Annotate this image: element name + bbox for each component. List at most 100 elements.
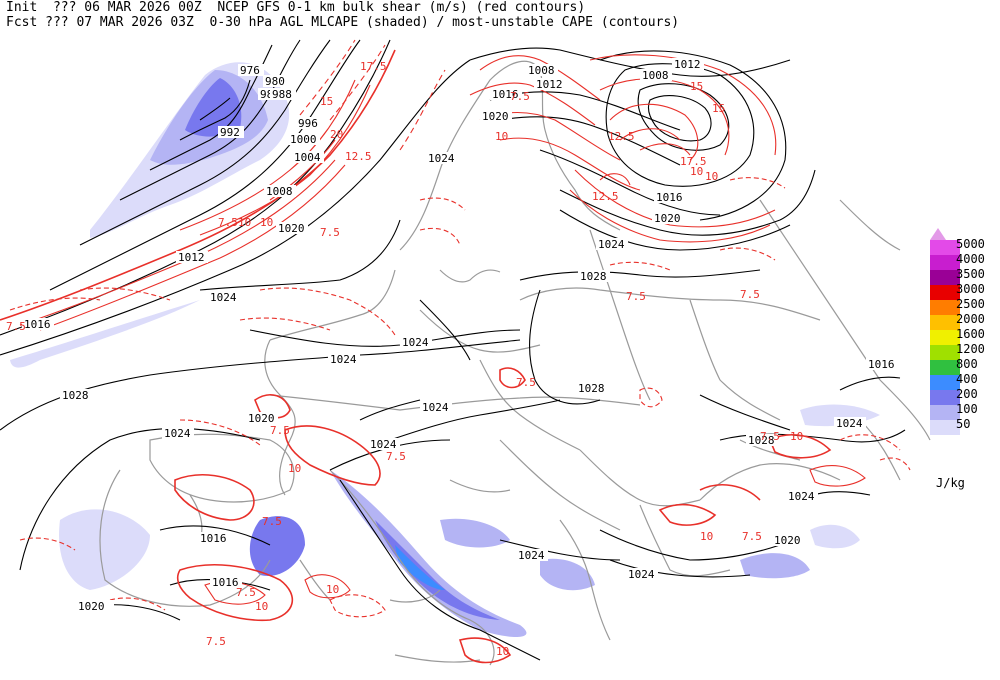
header-init-line: Init ??? 06 MAR 2026 00Z NCEP GFS 0-1 km… (6, 0, 586, 15)
label-1016: 1016 (24, 318, 51, 331)
label-15: 15 (320, 95, 333, 108)
label-1016f: 1016 (656, 191, 683, 204)
label-10h: 10 (496, 645, 509, 658)
legend-swatch-5000 (930, 240, 960, 255)
shear-contours (0, 39, 911, 664)
legend-label-1200: 1200 (956, 342, 985, 356)
label-7.5l: 7.5 (386, 450, 406, 463)
label-1016b: 1016 (492, 88, 519, 101)
legend-swatch-1200 (930, 345, 960, 360)
legend-label-2500: 2500 (956, 297, 985, 311)
legend-swatch-4000 (930, 255, 960, 270)
label-17.5: 17.5 (360, 60, 387, 73)
legend-label-400: 400 (956, 372, 978, 386)
label-1020: 1020 (278, 222, 305, 235)
label-7.5n: 7.5 (6, 320, 26, 333)
label-7.5c: 7.5 (510, 90, 530, 103)
label-17.5b: 17.5 (680, 155, 707, 168)
legend-label-5000: 5000 (956, 237, 985, 251)
label-10g: 10 (255, 600, 268, 613)
legend-arrow-icon (930, 228, 946, 240)
legend-swatch-2000 (930, 315, 960, 330)
label-1024h: 1024 (518, 549, 545, 562)
coastlines (99, 60, 931, 666)
label-20: 20 (330, 128, 343, 141)
label-1016d: 1016 (212, 576, 239, 589)
label-10c: 10 (495, 130, 508, 143)
legend-label-2000: 2000 (956, 312, 985, 326)
legend-units: J/kg (936, 476, 965, 490)
label-7.5: 7.5 (218, 216, 238, 229)
legend-swatch-1600 (930, 330, 960, 345)
label-10k: 10 (288, 462, 301, 475)
header-forecast-line: Fcst ??? 07 MAR 2026 03Z 0-30 hPa AGL ML… (6, 15, 680, 30)
label-996: 996 (298, 117, 318, 130)
label-1016e: 1016 (868, 358, 895, 371)
label-1020b: 1020 (482, 110, 509, 123)
legend-swatch-400 (930, 375, 960, 390)
legend-label-1600: 1600 (956, 327, 985, 341)
label-1012c: 1012 (674, 58, 701, 71)
label-10: 10 (238, 216, 251, 229)
label-1012: 1012 (178, 251, 205, 264)
label-7.5e: 7.5 (740, 288, 760, 301)
label-1024c: 1024 (330, 353, 357, 366)
label-10b: 10 (260, 216, 273, 229)
label-10d: 10 (705, 170, 718, 183)
label-1024i: 1024 (628, 568, 655, 581)
label-12.5b: 12.5 (592, 190, 619, 203)
label-7.5b: 7.5 (320, 226, 340, 239)
label-1024b: 1024 (428, 152, 455, 165)
label-1024d: 1024 (402, 336, 429, 349)
label-1000: 1000 (290, 133, 317, 146)
label-1020d: 1020 (78, 600, 105, 613)
label-1016c: 1016 (200, 532, 227, 545)
label-1004: 1004 (294, 151, 321, 164)
label-1028c: 1028 (62, 389, 89, 402)
label-1020c: 1020 (248, 412, 275, 425)
legend-swatch-100 (930, 405, 960, 420)
label-1012b: 1012 (536, 78, 563, 91)
label-7.5g: 7.5 (760, 430, 780, 443)
label-10i: 10 (700, 530, 713, 543)
label-7.5h: 7.5 (262, 515, 282, 528)
legend-label-3500: 3500 (956, 267, 985, 281)
label-1024f: 1024 (370, 438, 397, 451)
label-1028d: 1028 (748, 434, 775, 447)
legend-swatch-2500 (930, 300, 960, 315)
label-1024: 1024 (210, 291, 237, 304)
cape-shading (10, 62, 880, 637)
label-1024e: 1024 (422, 401, 449, 414)
label-1008c: 1008 (642, 69, 669, 82)
label-1028b: 1028 (578, 382, 605, 395)
legend-label-3000: 3000 (956, 282, 985, 296)
legend-swatch-3000 (930, 285, 960, 300)
label-12.5c: 12.5 (608, 130, 635, 143)
label-1020f: 1020 (654, 212, 681, 225)
label-1020e: 1020 (774, 534, 801, 547)
label-7.5j: 7.5 (206, 635, 226, 648)
shear-contour-labels: 7.5 10 10 7.5 12.5 15 17.5 20 10 7.5 15 … (6, 60, 803, 658)
legend-swatch-800 (930, 360, 960, 375)
legend-label-800: 800 (956, 357, 978, 371)
label-7.5k: 7.5 (742, 530, 762, 543)
label-15c: 15 (712, 102, 725, 115)
label-1008b: 1008 (528, 64, 555, 77)
legend-label-4000: 4000 (956, 252, 985, 266)
legend-swatch-3500 (930, 270, 960, 285)
label-7.5m: 7.5 (270, 424, 290, 437)
label-7.5f: 7.5 (516, 376, 536, 389)
legend-label-50: 50 (956, 417, 971, 431)
label-1024l: 1024 (836, 417, 863, 430)
label-1024k: 1024 (788, 490, 815, 503)
label-992: 992 (220, 126, 240, 139)
label-12.5: 12.5 (345, 150, 372, 163)
label-7.5d: 7.5 (626, 290, 646, 303)
label-988: 988 (272, 88, 292, 101)
label-980: 980 (265, 75, 285, 88)
label-1028: 1028 (580, 270, 607, 283)
cape-contours (0, 39, 906, 661)
label-10e: 10 (790, 430, 803, 443)
label-15b: 15 (690, 80, 703, 93)
